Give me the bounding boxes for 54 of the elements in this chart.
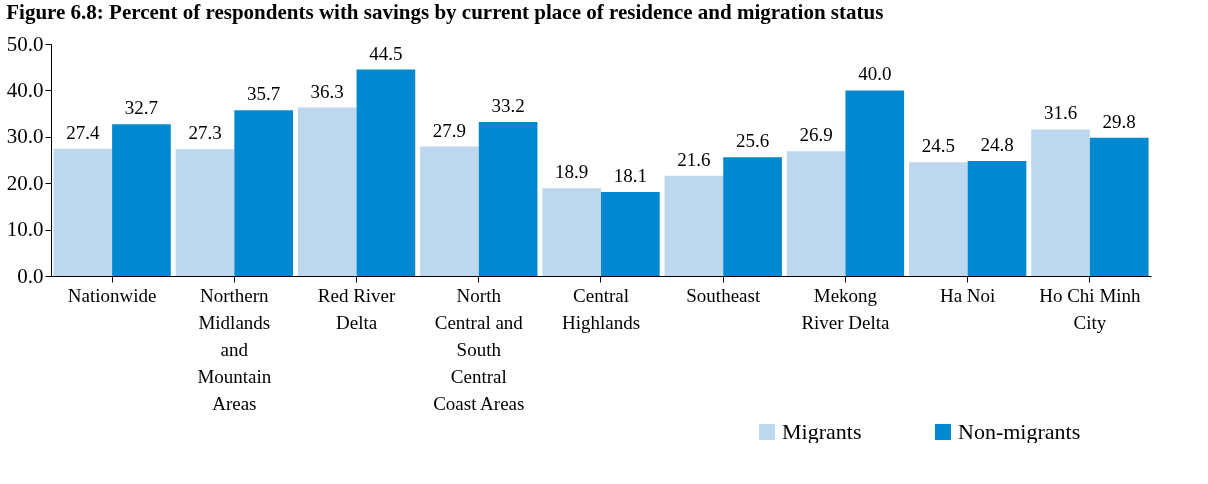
bar — [297, 107, 357, 276]
x-tick-label: North Central and South Central Coast Areas — [433, 284, 525, 414]
bar — [420, 146, 479, 276]
data-label: 27.9 — [432, 119, 467, 141]
data-label: 24.8 — [980, 133, 1014, 155]
y-tick-label: 10.0 — [6, 217, 44, 242]
x-tick-label: Red River Delta — [317, 284, 397, 333]
x-tick-label: Southeast — [686, 284, 761, 306]
data-label: 35.7 — [247, 83, 281, 105]
bar — [356, 69, 416, 276]
bar — [601, 192, 660, 276]
chart-title: Figure 6.8: Percent of respondents with savings by current place of residence and migration status — [6, 0, 884, 24]
bar — [478, 121, 538, 276]
data-label: 32.7 — [124, 97, 159, 119]
data-label: 24.5 — [921, 135, 955, 157]
data-label: 44.5 — [369, 42, 403, 64]
data-label: 27.3 — [188, 122, 222, 144]
bar — [234, 110, 293, 276]
bar — [53, 148, 113, 276]
y-tick-label: 30.0 — [6, 124, 44, 149]
y-tick-label: 0.0 — [17, 263, 44, 288]
legend-label: Migrants — [782, 419, 862, 444]
data-label: 25.6 — [735, 130, 770, 152]
data-label: 27.4 — [66, 121, 100, 143]
bar — [723, 157, 782, 276]
y-tick-label: 20.0 — [6, 170, 44, 195]
data-label: 18.1 — [613, 165, 647, 187]
y-tick-label: 50.0 — [6, 31, 44, 56]
data-label: 18.9 — [555, 161, 589, 183]
x-tick-label: Nationwide — [67, 284, 157, 306]
data-label: 36.3 — [310, 80, 344, 102]
y-tick-label: 40.0 — [6, 77, 44, 102]
bar — [967, 160, 1027, 276]
x-tick-label: Northern Midlands and Mountain Areas — [197, 284, 272, 414]
bar — [112, 124, 171, 276]
bar — [909, 162, 968, 276]
x-tick-label: Central Highlands — [561, 284, 641, 333]
bar — [1031, 129, 1090, 276]
x-tick-label: Ho Chi Minh City — [1039, 284, 1142, 333]
bar — [1089, 137, 1149, 276]
data-label: 29.8 — [1102, 110, 1136, 132]
bar — [664, 175, 724, 276]
x-tick-label: Mekong River Delta — [801, 284, 891, 333]
bar — [845, 90, 905, 276]
x-tick-label: Ha Noi — [939, 284, 996, 306]
legend-label: Non-migrants — [958, 419, 1081, 444]
data-label: 21.6 — [677, 148, 711, 170]
data-label: 26.9 — [799, 124, 833, 146]
bar — [542, 188, 601, 276]
data-label: 40.0 — [858, 63, 892, 85]
bar — [175, 149, 235, 276]
data-label: 33.2 — [491, 94, 525, 116]
data-label: 31.6 — [1043, 102, 1078, 124]
bar — [786, 151, 846, 276]
